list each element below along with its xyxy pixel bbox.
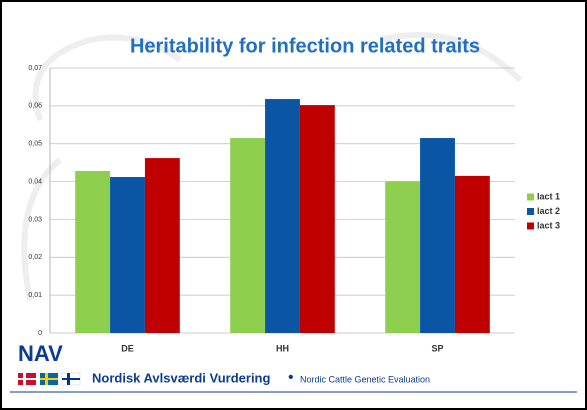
y-tick-label: 0,05 xyxy=(28,141,42,148)
flag-cross xyxy=(62,378,80,380)
y-tick-label: 0,04 xyxy=(28,178,42,185)
legend-swatch xyxy=(527,223,534,230)
bar xyxy=(75,171,110,333)
bar xyxy=(455,176,490,333)
x-tick-label: DE xyxy=(121,343,134,353)
bar xyxy=(300,105,335,333)
chart-title: Heritability for infection related trait… xyxy=(130,35,480,57)
footer-subtitle: Nordic Cattle Genetic Evaluation xyxy=(300,374,430,384)
flag-cross xyxy=(40,378,58,380)
legend-swatch xyxy=(527,208,534,215)
flags xyxy=(18,373,80,385)
logo: NAV xyxy=(18,341,63,366)
y-tick-label: 0,03 xyxy=(28,216,42,223)
footer-bullet: • xyxy=(288,369,294,386)
bar xyxy=(265,99,300,333)
y-tick-label: 0 xyxy=(38,330,42,337)
y-tick-label: 0,06 xyxy=(28,103,42,110)
footer-org: Nordisk Avlsværdi Vurdering xyxy=(92,370,270,385)
y-tick-label: 0,02 xyxy=(28,254,42,261)
slide: Heritability for infection related trait… xyxy=(0,0,587,410)
legend-swatch xyxy=(527,194,534,201)
x-tick-label: SP xyxy=(431,343,443,353)
y-tick-label: 0,07 xyxy=(28,65,42,72)
legend-label: lact 2 xyxy=(537,206,560,216)
y-tick-label: 0,01 xyxy=(28,292,42,299)
bar xyxy=(145,158,180,333)
legend-label: lact 1 xyxy=(537,191,560,201)
bar xyxy=(420,138,455,333)
bar xyxy=(230,138,265,333)
bar xyxy=(385,181,420,333)
x-tick-label: HH xyxy=(276,343,289,353)
legend-label: lact 3 xyxy=(537,220,560,230)
flag-cross xyxy=(18,378,36,380)
bar xyxy=(110,177,145,333)
